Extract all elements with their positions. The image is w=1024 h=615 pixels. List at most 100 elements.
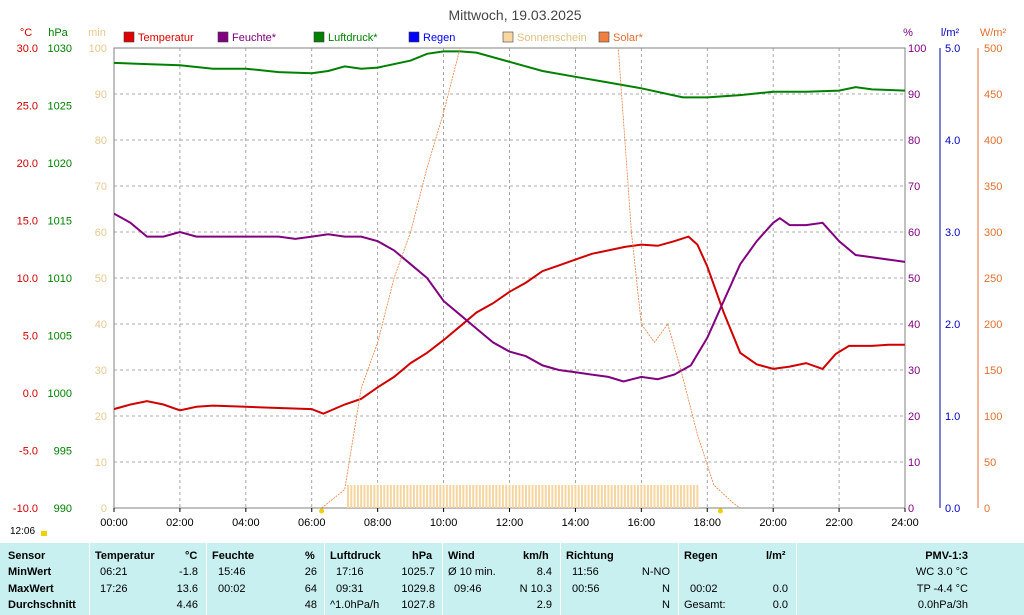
sunshine-bar [686,485,689,508]
temperatur-avg-value: 4.46 [176,599,198,611]
solar-axis-tick-label: 50 [984,457,996,469]
sunshine-bar [617,485,620,508]
sunshine-axis-tick-label: 20 [95,411,107,423]
legend-swatch [313,31,325,43]
sunshine-bar [386,485,389,508]
stats-table: Sensor MinWert MaxWert Durchschnitt Temp… [0,543,1024,615]
rain-axis-tick-label: 0.0 [945,503,960,515]
luftdruck-avg-value: 1027.8 [401,599,435,611]
sunshine-bar [353,485,356,508]
temperatur-min-value: -1.8 [179,566,198,578]
sunshine-bar [524,485,527,508]
richtung-avg-value: N [662,599,670,611]
sunshine-bar [564,485,567,508]
legend-swatch [598,31,610,43]
sunshine-bar [613,485,616,508]
sunshine-bar [534,485,537,508]
pmv-wc: WC 3.0 °C [915,566,968,578]
sunshine-bar [627,485,630,508]
sunshine-bar [577,485,580,508]
sunrise-marker [319,508,325,514]
pressure-axis-tick-label: 1005 [48,331,72,343]
sunshine-bar [637,485,640,508]
solar-axis-unit-label: W/m² [980,27,1007,39]
sunshine-bar [485,485,488,508]
sunshine-bar [393,485,396,508]
temperatur-max-value: 13.6 [176,583,198,595]
separator [206,543,207,615]
rain-axis-tick-label: 1.0 [945,411,960,423]
sunshine-bar [594,485,597,508]
sunshine-bar [567,485,570,508]
sunshine-bar [669,485,672,508]
luftdruck-trend: ^1.0hPa/h [330,599,380,611]
sunshine-axis-tick-label: 80 [95,135,107,147]
sunshine-axis-unit-label: min [88,27,106,39]
pmv-trend: 0.0hPa/3h [917,599,968,611]
legend-label: Temperatur [138,32,194,44]
humidity-axis-tick-label: 20 [908,411,920,423]
row-avg-label: Durchschnitt [8,599,76,611]
solar-axis-tick-label: 150 [984,365,1002,377]
sunshine-bar [673,485,676,508]
sunshine-bar [429,485,432,508]
x-tick-label: 24:00 [891,517,919,529]
sunshine-bar [689,485,692,508]
sunshine-bar [584,485,587,508]
legend-swatch [217,31,229,43]
sunshine-bar [663,485,666,508]
temp-axis-tick-label: 30.0 [17,43,38,55]
pressure-axis-tick-label: 1010 [48,273,72,285]
sunshine-bar [581,485,584,508]
sunshine-bar [347,485,350,508]
sunshine-bar [432,485,435,508]
rain-axis-tick-label: 3.0 [945,227,960,239]
humidity-axis-tick-label: 60 [908,227,920,239]
sunshine-bar [488,485,491,508]
sunshine-bar [679,485,682,508]
current-time-badge: 12:06 [10,526,36,537]
sunshine-bar [607,485,610,508]
sunshine-bar [693,485,696,508]
sunshine-bar [478,485,481,508]
sunshine-bar [531,485,534,508]
x-tick-label: 08:00 [364,517,392,529]
sunshine-bar [465,485,468,508]
luftdruck-unit: hPa [412,550,433,562]
sunshine-bar [557,485,560,508]
sunshine-bar [445,485,448,508]
pressure-axis-tick-label: 990 [54,503,72,515]
sunshine-bar [630,485,633,508]
sunshine-bar [350,485,353,508]
x-tick-label: 16:00 [628,517,656,529]
sunshine-bar [511,485,514,508]
sunshine-bar [554,485,557,508]
wind-min-value: 8.4 [536,566,552,578]
sunshine-axis-tick-label: 30 [95,365,107,377]
temp-axis-tick-label: 25.0 [17,101,38,113]
sunshine-bar [468,485,471,508]
sunshine-bar [472,485,475,508]
x-tick-label: 14:00 [562,517,590,529]
pmv-tp: TP -4.4 °C [916,583,968,595]
legend-label: Regen [423,32,455,44]
sunshine-bar [656,485,659,508]
separator [442,543,443,615]
rain-axis-tick-label: 5.0 [945,43,960,55]
series-line-solar [321,48,741,508]
sunshine-bar [528,485,531,508]
sunshine-bar [492,485,495,508]
sunshine-axis-tick-label: 60 [95,227,107,239]
pressure-axis-tick-label: 1020 [48,158,72,170]
sunshine-bar [610,485,613,508]
feuchte-avg-value: 48 [304,599,317,611]
legend-swatch [123,31,135,43]
sunshine-bar [521,485,524,508]
sunshine-bar [449,485,452,508]
sunshine-bar [403,485,406,508]
sunshine-bar [370,485,373,508]
row-min-label: MinWert [8,566,52,578]
x-tick-label: 04:00 [232,517,260,529]
pmv-header: PMV-1:3 [925,550,968,562]
sunshine-bar [696,485,699,508]
